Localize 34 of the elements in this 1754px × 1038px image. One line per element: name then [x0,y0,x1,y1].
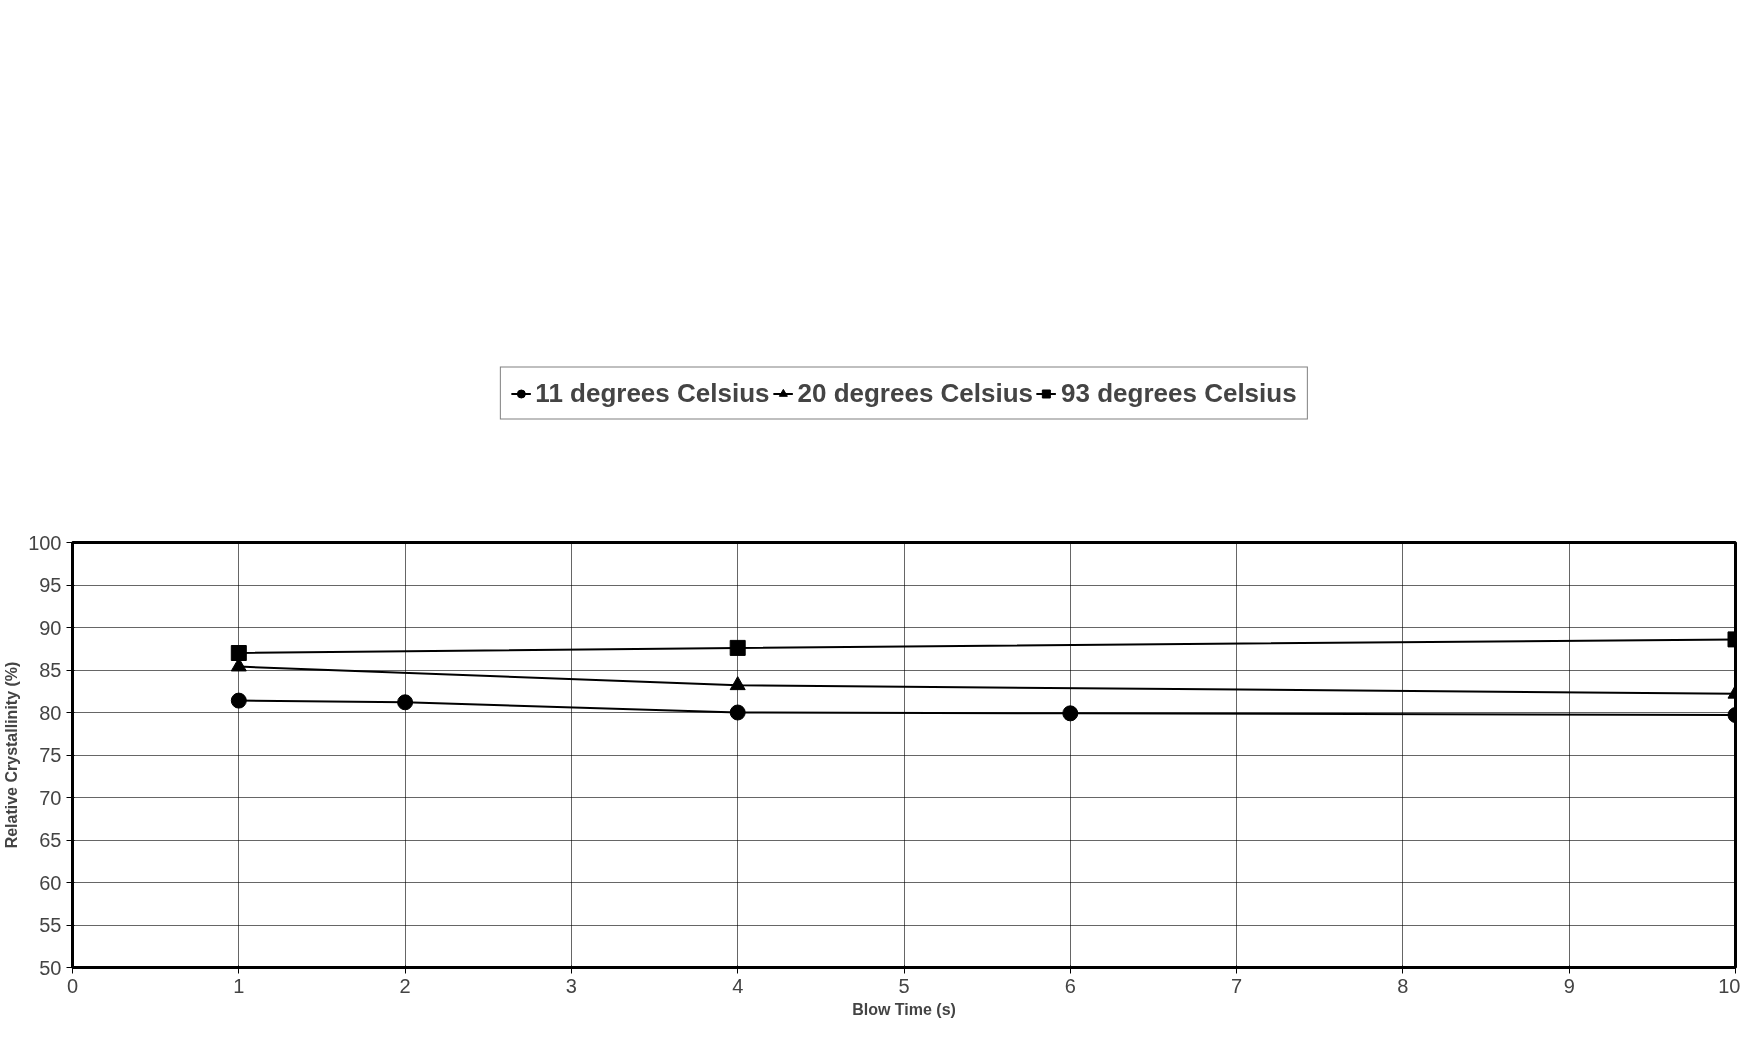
point [729,639,746,656]
x-tick-label: 10 [1718,974,1741,997]
legend-label: 11 degrees Celsius [535,377,770,409]
point [729,676,746,691]
x-tick-label: 1 [233,974,245,997]
y-tick-label: 50 [39,956,62,979]
y-axis-title: Relative Crystallinity (%) [3,661,21,849]
x-tick-label: 4 [732,974,744,997]
y-tick-label: 65 [39,829,62,851]
x-axis-title: Blow Time (s) [852,1000,956,1018]
y-tick-label: 95 [39,574,62,596]
y-tick-label: 80 [39,701,62,724]
y-tick-label: 60 [39,871,62,894]
x-tick-label: 2 [399,974,411,997]
y-tick-label: 100 [28,531,62,554]
x-tick-label: 5 [898,974,910,997]
y-tick-label: 85 [39,659,62,681]
x-tick-label: 8 [1397,974,1409,997]
x-tick-label: 9 [1563,974,1575,997]
y-tick-label: 90 [39,616,62,639]
point [230,692,247,709]
y-tick-label: 75 [39,744,62,766]
point [1062,705,1079,722]
x-tick-label: 6 [1064,974,1076,997]
point [729,704,746,721]
x-tick-label: 7 [1231,974,1243,997]
x-tick-label: 3 [565,974,577,997]
legend-label: 93 degrees Celsius [1061,377,1297,409]
legend-label: 20 degrees Celsius [797,377,1034,409]
x-tick-label: 0 [66,974,79,997]
y-tick-label: 70 [39,786,62,809]
point [230,645,247,661]
y-tick-label: 55 [39,914,62,936]
point [397,694,414,711]
